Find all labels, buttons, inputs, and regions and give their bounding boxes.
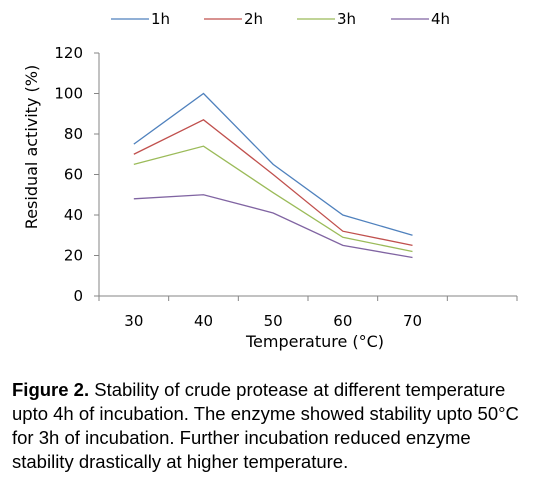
x-tick-label: 70: [403, 312, 422, 330]
legend-label-1h: 1h: [151, 10, 170, 28]
series-line-2h: [133, 119, 413, 247]
y-tick-label: 80: [64, 125, 83, 143]
y-tick-label: 20: [64, 247, 83, 265]
series-lines: [133, 92, 413, 259]
chart-legend: 1h 2h 3h 4h: [111, 10, 450, 28]
x-tick-label: 40: [194, 312, 213, 330]
y-axis-title: Residual activity (%): [22, 65, 41, 229]
x-tick-label: 30: [124, 312, 143, 330]
series-line-3h: [133, 145, 413, 253]
legend-label-3h: 3h: [337, 10, 356, 28]
x-tick-label: 60: [333, 312, 352, 330]
x-axis-title: Temperature (°C): [245, 332, 384, 351]
y-tick-label: 0: [73, 287, 83, 305]
y-tick-label: 40: [64, 206, 83, 224]
y-tick-label: 120: [54, 44, 83, 62]
y-ticks: 0 20 40 60 80 100 120: [54, 44, 99, 305]
x-tick-label: 50: [264, 312, 283, 330]
figure-caption-text: Stability of crude protease at different…: [12, 379, 519, 472]
chart-axes: [98, 53, 517, 297]
x-ticks: 30 40 50 60 70: [98, 296, 518, 330]
legend-label-4h: 4h: [431, 10, 450, 28]
y-tick-label: 100: [54, 85, 83, 103]
y-tick-label: 60: [64, 166, 83, 184]
line-chart: 1h 2h 3h 4h 0 20 40 60 80 100 120 30 40 50 60 70 Temp…: [22, 10, 518, 351]
series-line-1h: [133, 92, 413, 236]
legend-label-2h: 2h: [244, 10, 263, 28]
figure-label: Figure 2.: [12, 379, 90, 400]
series-line-4h: [133, 194, 413, 259]
figure-caption: Figure 2. Stability of crude protease at…: [12, 378, 534, 474]
